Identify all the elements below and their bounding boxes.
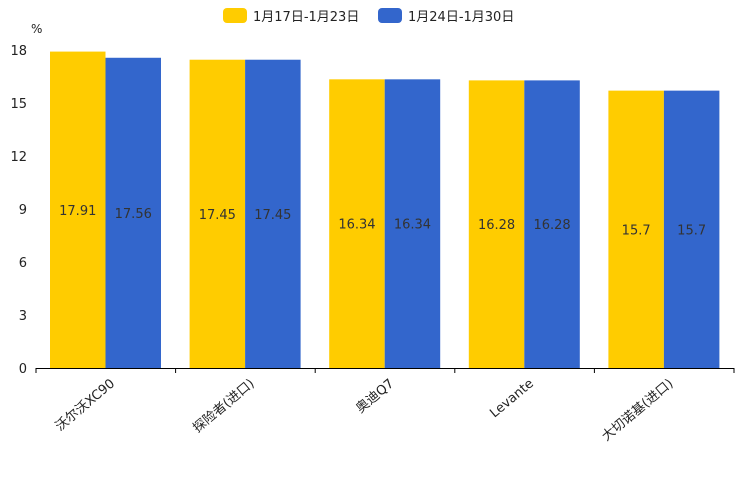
bar-2-2[interactable] (245, 59, 301, 368)
y-tick-label: 15 (10, 97, 27, 112)
bars: 17.91 17.56 17.45 17.45 16.34 16.34 16.28 16.28… (50, 51, 720, 369)
data-label-1-4: 16.28 (478, 218, 515, 233)
y-tick-label: 12 (10, 150, 27, 165)
bar-2-4[interactable] (524, 80, 580, 369)
data-label-1-1: 17.91 (59, 204, 96, 219)
bar-1-1[interactable] (50, 51, 106, 369)
data-label-1-5: 15.7 (622, 223, 651, 238)
x-tick-label: 大切诺基(进口) (599, 376, 676, 444)
legend-swatch-2[interactable] (378, 8, 402, 23)
data-label-2-2: 17.45 (254, 208, 291, 223)
data-label-1-2: 17.45 (199, 208, 236, 223)
y-axis: 0 3 6 9 12 15 18 (10, 44, 27, 377)
data-label-2-4: 16.28 (533, 218, 570, 233)
data-label-2-1: 17.56 (115, 207, 152, 222)
x-axis: 沃尔沃XC90 探险者(进口) 奥迪Q7 Levante 大切诺基(进口) (35, 368, 735, 444)
y-tick-label: 18 (10, 44, 27, 59)
data-label-2-3: 16.34 (394, 218, 431, 233)
bar-1-3[interactable] (329, 79, 385, 369)
x-tick-label: 探险者(进口) (190, 376, 257, 436)
legend-label-2[interactable]: 1月24日-1月30日 (408, 10, 514, 25)
y-axis-unit-label: % (31, 22, 42, 36)
x-tick-label: Levante (487, 376, 536, 421)
data-label-2-5: 15.7 (677, 223, 706, 238)
data-label-1-3: 16.34 (338, 218, 375, 233)
bar-2-5[interactable] (663, 90, 720, 368)
y-tick-label: 6 (19, 256, 27, 271)
bar-1-4[interactable] (468, 80, 525, 369)
x-tick-label: 沃尔沃XC90 (53, 376, 118, 434)
legend: 1月17日-1月23日 1月24日-1月30日 (223, 8, 514, 25)
bar-1-5[interactable] (608, 90, 664, 368)
y-tick-label: 3 (19, 309, 27, 324)
y-tick-label: 9 (19, 203, 27, 218)
bar-1-2[interactable] (189, 59, 246, 368)
legend-swatch-1[interactable] (223, 8, 247, 23)
legend-label-1[interactable]: 1月17日-1月23日 (253, 10, 359, 25)
y-tick-label: 0 (19, 362, 27, 377)
x-tick-label: 奥迪Q7 (353, 376, 397, 416)
bar-2-3[interactable] (384, 79, 441, 369)
bar-2-1[interactable] (105, 57, 162, 368)
